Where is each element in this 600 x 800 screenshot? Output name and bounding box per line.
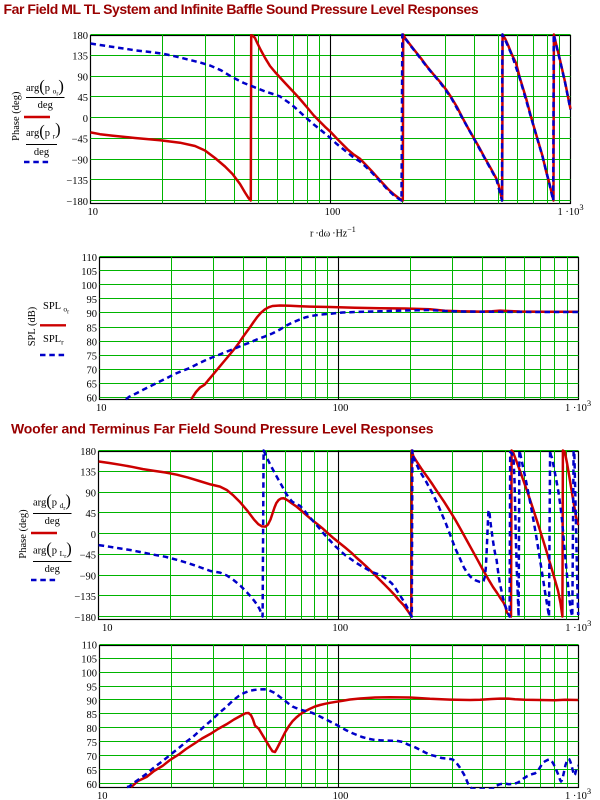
svg-text:135: 135 (80, 468, 96, 479)
svg-text:90: 90 (86, 488, 97, 499)
svg-text:−45: −45 (80, 551, 96, 562)
svg-text:100: 100 (81, 281, 97, 292)
svg-text:110: 110 (82, 253, 97, 264)
svg-text:arg(p dr): arg(p dr) (33, 491, 71, 512)
svg-text:arg(p or): arg(p or) (26, 77, 64, 98)
svg-text:65: 65 (87, 766, 98, 777)
svg-text:deg: deg (34, 147, 50, 158)
svg-text:180: 180 (72, 31, 88, 42)
svg-text:10: 10 (88, 207, 99, 218)
svg-text:100: 100 (333, 791, 349, 800)
svg-text:deg: deg (45, 516, 61, 527)
svg-text:SPLr: SPLr (43, 334, 64, 347)
svg-text:−90: −90 (80, 571, 96, 582)
svg-text:10: 10 (96, 403, 107, 414)
svg-text:Far Field ML TL System and Inf: Far Field ML TL System and Infinite Baff… (4, 1, 479, 17)
svg-text:100: 100 (325, 207, 341, 218)
svg-text:80: 80 (87, 337, 98, 348)
svg-text:85: 85 (87, 323, 98, 334)
svg-text:45: 45 (86, 509, 97, 520)
svg-text:−135: −135 (66, 176, 88, 187)
svg-text:90: 90 (78, 72, 89, 83)
svg-text:100: 100 (332, 623, 348, 634)
svg-text:65: 65 (87, 380, 98, 391)
svg-text:arg(p Lr): arg(p Lr) (33, 539, 72, 560)
svg-text:−135: −135 (74, 592, 96, 603)
svg-text:10: 10 (97, 791, 108, 800)
svg-text:Woofer and Terminus Far Field: Woofer and Terminus Far Field Sound Pres… (11, 421, 434, 437)
svg-text:deg: deg (45, 564, 61, 575)
svg-text:−180: −180 (66, 197, 88, 208)
svg-text:60: 60 (87, 394, 98, 405)
svg-text:−45: −45 (72, 135, 88, 146)
svg-text:−90: −90 (72, 155, 88, 166)
svg-text:105: 105 (81, 267, 97, 278)
svg-text:90: 90 (87, 696, 98, 707)
svg-text:−180: −180 (74, 613, 96, 624)
svg-text:105: 105 (81, 654, 97, 665)
svg-text:110: 110 (82, 641, 97, 652)
svg-text:0: 0 (91, 530, 96, 541)
svg-text:90: 90 (87, 309, 98, 320)
svg-text:deg: deg (38, 100, 54, 111)
svg-text:10: 10 (102, 623, 113, 634)
svg-text:95: 95 (87, 682, 98, 693)
svg-text:135: 135 (72, 52, 88, 63)
svg-text:60: 60 (87, 780, 98, 791)
svg-text:180: 180 (80, 447, 96, 458)
svg-text:75: 75 (87, 351, 98, 362)
svg-text:75: 75 (87, 738, 98, 749)
svg-text:Phase (deg): Phase (deg) (11, 91, 22, 141)
svg-text:SPL (dB): SPL (dB) (27, 306, 38, 346)
svg-text:85: 85 (87, 710, 98, 721)
svg-text:100: 100 (333, 403, 349, 414)
svg-text:70: 70 (87, 366, 98, 377)
svg-text:95: 95 (87, 295, 98, 306)
svg-text:r ·dω ·Hz−1: r ·dω ·Hz−1 (310, 225, 356, 240)
svg-text:100: 100 (81, 668, 97, 679)
svg-text:arg(p r): arg(p r) (26, 120, 61, 141)
svg-text:Phase (deg): Phase (deg) (18, 509, 29, 559)
svg-text:80: 80 (87, 724, 98, 735)
svg-text:70: 70 (87, 752, 98, 763)
svg-text:0: 0 (83, 114, 88, 125)
svg-text:45: 45 (78, 93, 89, 104)
svg-text:SPL or: SPL or (43, 301, 69, 316)
